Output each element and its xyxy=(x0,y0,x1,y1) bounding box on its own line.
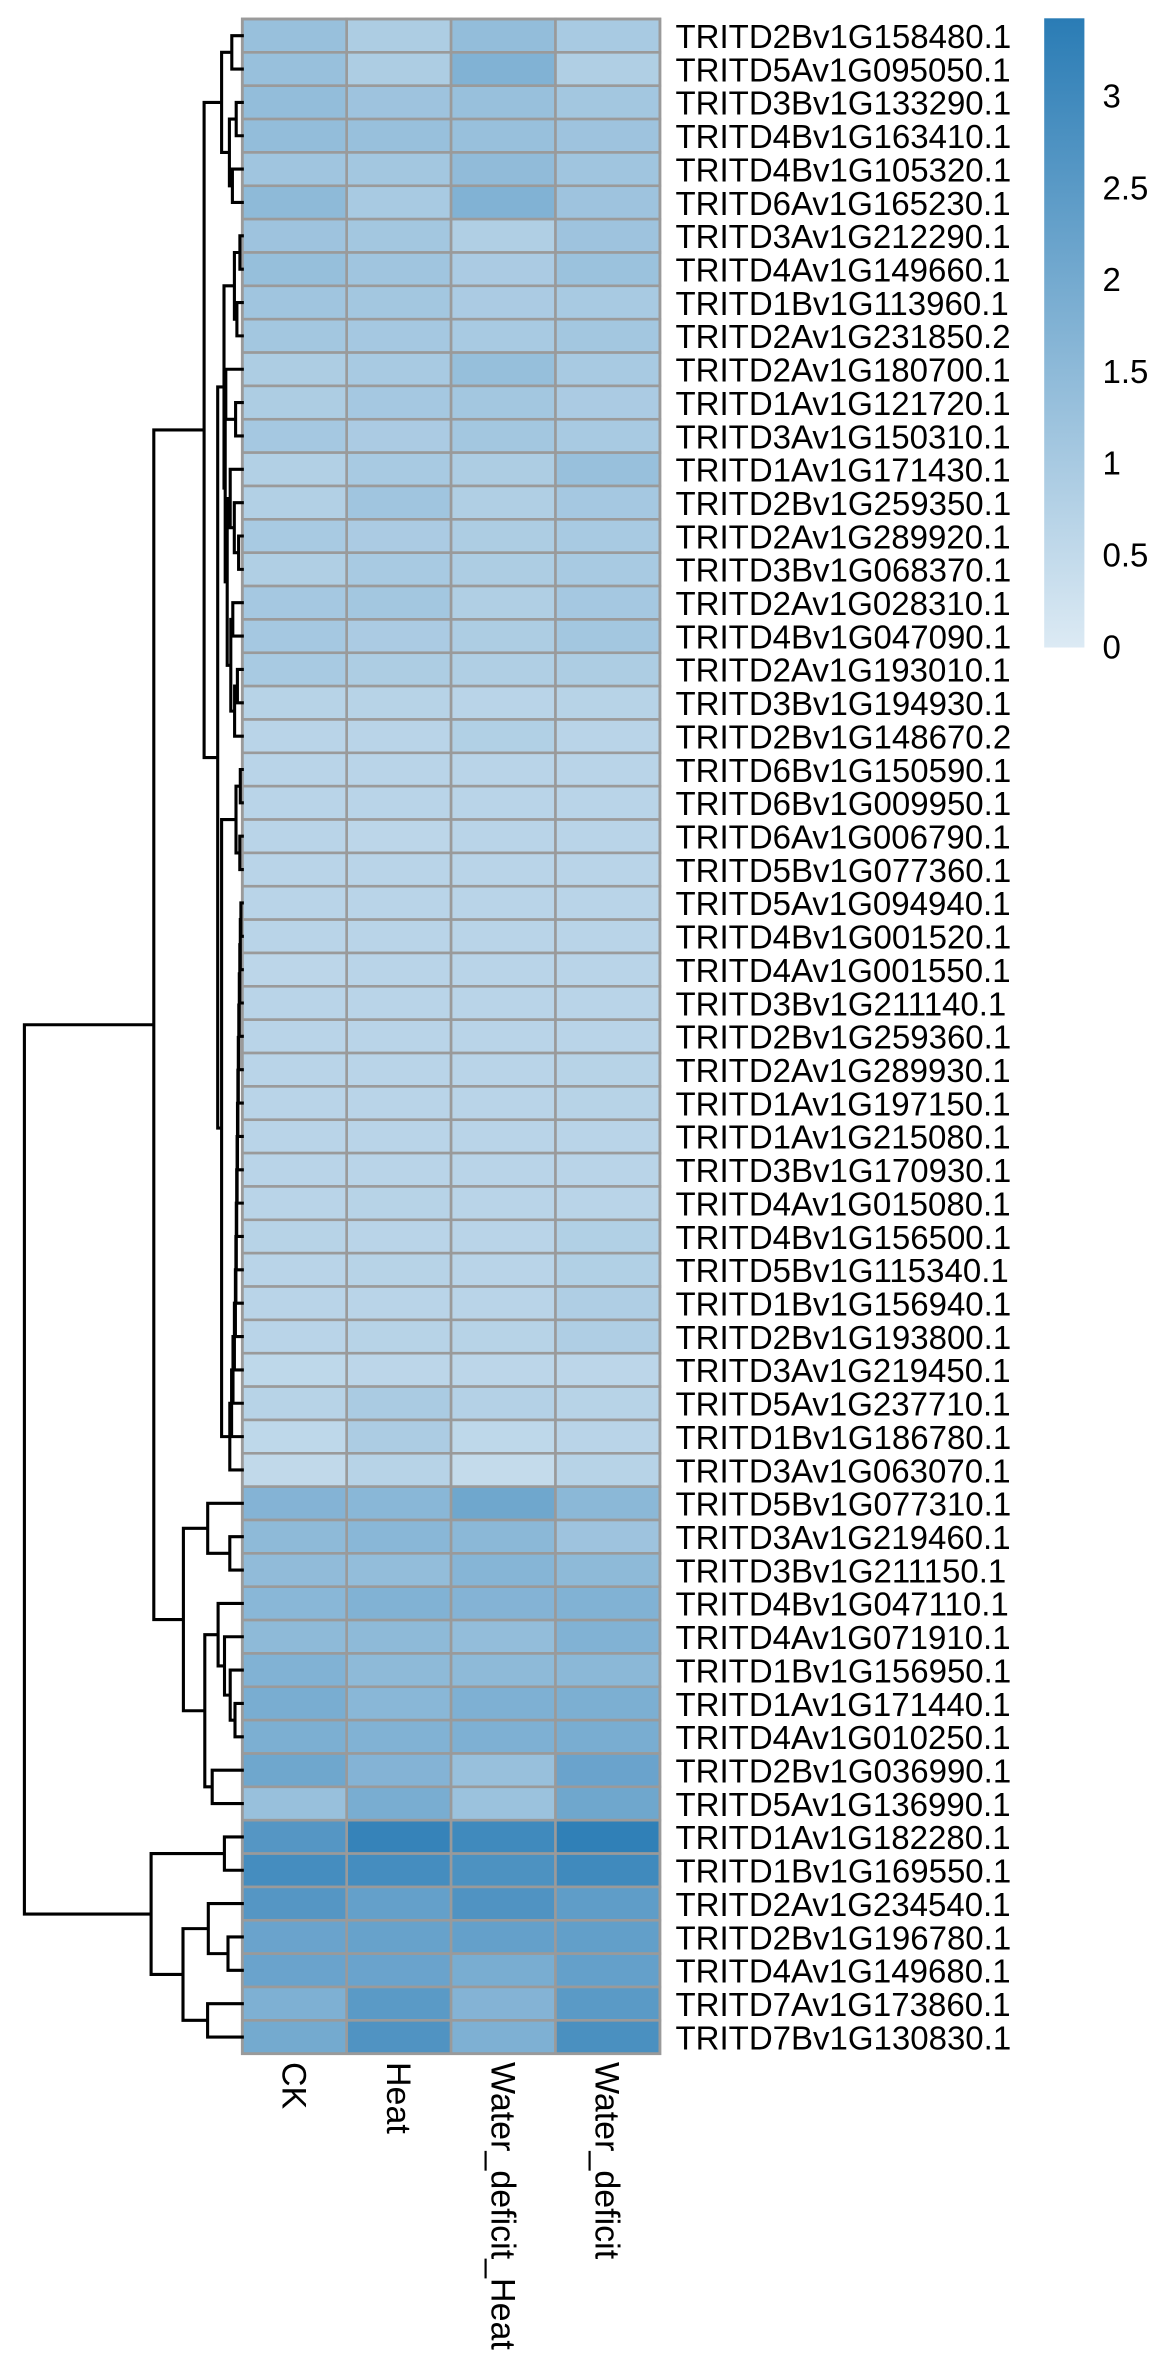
svg-text:TRITD6Bv1G150590.1: TRITD6Bv1G150590.1 xyxy=(676,752,1012,789)
svg-text:Water_deficit: Water_deficit xyxy=(588,2062,626,2260)
svg-text:TRITD4Av1G010250.1: TRITD4Av1G010250.1 xyxy=(676,1719,1011,1756)
svg-text:0.5: 0.5 xyxy=(1103,537,1149,574)
svg-text:TRITD1Bv1G113960.1: TRITD1Bv1G113960.1 xyxy=(676,285,1009,322)
svg-text:TRITD3Av1G219450.1: TRITD3Av1G219450.1 xyxy=(676,1352,1011,1389)
svg-text:TRITD4Bv1G047110.1: TRITD4Bv1G047110.1 xyxy=(676,1586,1009,1623)
svg-text:TRITD2Av1G231850.2: TRITD2Av1G231850.2 xyxy=(676,318,1011,355)
svg-text:2: 2 xyxy=(1103,261,1121,298)
svg-text:TRITD1Av1G171430.1: TRITD1Av1G171430.1 xyxy=(676,452,1011,489)
svg-text:TRITD4Bv1G001520.1: TRITD4Bv1G001520.1 xyxy=(676,919,1012,956)
svg-text:TRITD6Av1G165230.1: TRITD6Av1G165230.1 xyxy=(676,185,1011,222)
svg-text:TRITD2Bv1G259350.1: TRITD2Bv1G259350.1 xyxy=(676,485,1012,522)
svg-text:TRITD3Av1G063070.1: TRITD3Av1G063070.1 xyxy=(676,1452,1011,1489)
svg-text:TRITD4Bv1G105320.1: TRITD4Bv1G105320.1 xyxy=(676,151,1012,188)
svg-text:TRITD4Av1G015080.1: TRITD4Av1G015080.1 xyxy=(676,1185,1011,1222)
svg-text:TRITD3Bv1G211150.1: TRITD3Bv1G211150.1 xyxy=(676,1552,1007,1589)
svg-text:TRITD2Av1G234540.1: TRITD2Av1G234540.1 xyxy=(676,1886,1011,1923)
svg-text:TRITD1Bv1G156940.1: TRITD1Bv1G156940.1 xyxy=(676,1286,1012,1323)
svg-text:TRITD3Bv1G133290.1: TRITD3Bv1G133290.1 xyxy=(676,85,1012,122)
svg-text:TRITD2Av1G289920.1: TRITD2Av1G289920.1 xyxy=(676,518,1011,555)
svg-text:TRITD1Av1G215080.1: TRITD1Av1G215080.1 xyxy=(676,1119,1011,1156)
svg-text:TRITD7Av1G173860.1: TRITD7Av1G173860.1 xyxy=(676,1986,1011,2023)
svg-text:TRITD5Av1G094940.1: TRITD5Av1G094940.1 xyxy=(676,885,1011,922)
svg-text:TRITD2Bv1G148670.2: TRITD2Bv1G148670.2 xyxy=(676,718,1012,755)
svg-text:TRITD2Av1G289930.1: TRITD2Av1G289930.1 xyxy=(676,1052,1011,1089)
svg-text:TRITD1Av1G182280.1: TRITD1Av1G182280.1 xyxy=(676,1819,1011,1856)
svg-text:TRITD4Av1G149660.1: TRITD4Av1G149660.1 xyxy=(676,251,1011,288)
svg-text:TRITD2Bv1G036990.1: TRITD2Bv1G036990.1 xyxy=(676,1752,1012,1789)
svg-text:0: 0 xyxy=(1103,628,1121,665)
svg-text:TRITD1Bv1G156950.1: TRITD1Bv1G156950.1 xyxy=(676,1652,1012,1689)
svg-text:TRITD2Bv1G158480.1: TRITD2Bv1G158480.1 xyxy=(676,18,1012,55)
svg-text:TRITD3Bv1G068370.1: TRITD3Bv1G068370.1 xyxy=(676,552,1012,589)
svg-text:TRITD5Av1G136990.1: TRITD5Av1G136990.1 xyxy=(676,1786,1011,1823)
svg-text:1: 1 xyxy=(1103,445,1121,482)
svg-text:TRITD2Av1G028310.1: TRITD2Av1G028310.1 xyxy=(676,585,1011,622)
svg-text:TRITD4Av1G149680.1: TRITD4Av1G149680.1 xyxy=(676,1953,1011,1990)
svg-text:TRITD4Bv1G156500.1: TRITD4Bv1G156500.1 xyxy=(676,1219,1012,1256)
svg-text:TRITD2Bv1G196780.1: TRITD2Bv1G196780.1 xyxy=(676,1919,1012,1956)
svg-text:TRITD6Av1G006790.1: TRITD6Av1G006790.1 xyxy=(676,819,1011,856)
svg-text:TRITD2Bv1G259360.1: TRITD2Bv1G259360.1 xyxy=(676,1019,1012,1056)
svg-text:TRITD3Av1G219460.1: TRITD3Av1G219460.1 xyxy=(676,1519,1011,1556)
svg-text:TRITD5Av1G095050.1: TRITD5Av1G095050.1 xyxy=(676,51,1011,88)
svg-text:TRITD5Bv1G077360.1: TRITD5Bv1G077360.1 xyxy=(676,852,1012,889)
svg-text:1.5: 1.5 xyxy=(1103,353,1149,390)
svg-text:TRITD2Av1G180700.1: TRITD2Av1G180700.1 xyxy=(676,352,1011,389)
svg-text:TRITD1Bv1G169550.1: TRITD1Bv1G169550.1 xyxy=(676,1853,1012,1890)
svg-text:Water_deficit_Heat: Water_deficit_Heat xyxy=(483,2062,521,2350)
svg-text:TRITD4Bv1G163410.1: TRITD4Bv1G163410.1 xyxy=(676,118,1012,155)
svg-text:TRITD1Av1G197150.1: TRITD1Av1G197150.1 xyxy=(676,1085,1011,1122)
svg-text:CK: CK xyxy=(275,2062,313,2110)
svg-text:TRITD5Av1G237710.1: TRITD5Av1G237710.1 xyxy=(676,1386,1011,1423)
svg-text:TRITD3Bv1G170930.1: TRITD3Bv1G170930.1 xyxy=(676,1152,1012,1189)
svg-text:TRITD4Av1G001550.1: TRITD4Av1G001550.1 xyxy=(676,952,1011,989)
svg-text:TRITD7Bv1G130830.1: TRITD7Bv1G130830.1 xyxy=(676,2019,1012,2056)
svg-text:Heat: Heat xyxy=(379,2062,417,2134)
svg-text:TRITD5Bv1G077310.1: TRITD5Bv1G077310.1 xyxy=(676,1486,1012,1523)
svg-text:TRITD4Av1G071910.1: TRITD4Av1G071910.1 xyxy=(676,1619,1011,1656)
svg-text:TRITD3Av1G150310.1: TRITD3Av1G150310.1 xyxy=(676,418,1011,455)
svg-text:3: 3 xyxy=(1103,78,1121,115)
svg-text:TRITD1Av1G121720.1: TRITD1Av1G121720.1 xyxy=(676,385,1011,422)
svg-text:TRITD3Av1G212290.1: TRITD3Av1G212290.1 xyxy=(676,218,1011,255)
svg-text:TRITD1Bv1G186780.1: TRITD1Bv1G186780.1 xyxy=(676,1419,1012,1456)
svg-text:TRITD5Bv1G115340.1: TRITD5Bv1G115340.1 xyxy=(676,1252,1009,1289)
svg-text:TRITD3Bv1G194930.1: TRITD3Bv1G194930.1 xyxy=(676,685,1012,722)
svg-text:TRITD3Bv1G211140.1: TRITD3Bv1G211140.1 xyxy=(676,985,1007,1022)
svg-text:TRITD1Av1G171440.1: TRITD1Av1G171440.1 xyxy=(676,1686,1011,1723)
svg-text:TRITD6Bv1G009950.1: TRITD6Bv1G009950.1 xyxy=(676,785,1012,822)
svg-text:TRITD4Bv1G047090.1: TRITD4Bv1G047090.1 xyxy=(676,618,1012,655)
svg-text:TRITD2Bv1G193800.1: TRITD2Bv1G193800.1 xyxy=(676,1319,1012,1356)
svg-text:TRITD2Av1G193010.1: TRITD2Av1G193010.1 xyxy=(676,652,1011,689)
svg-text:2.5: 2.5 xyxy=(1103,169,1149,206)
